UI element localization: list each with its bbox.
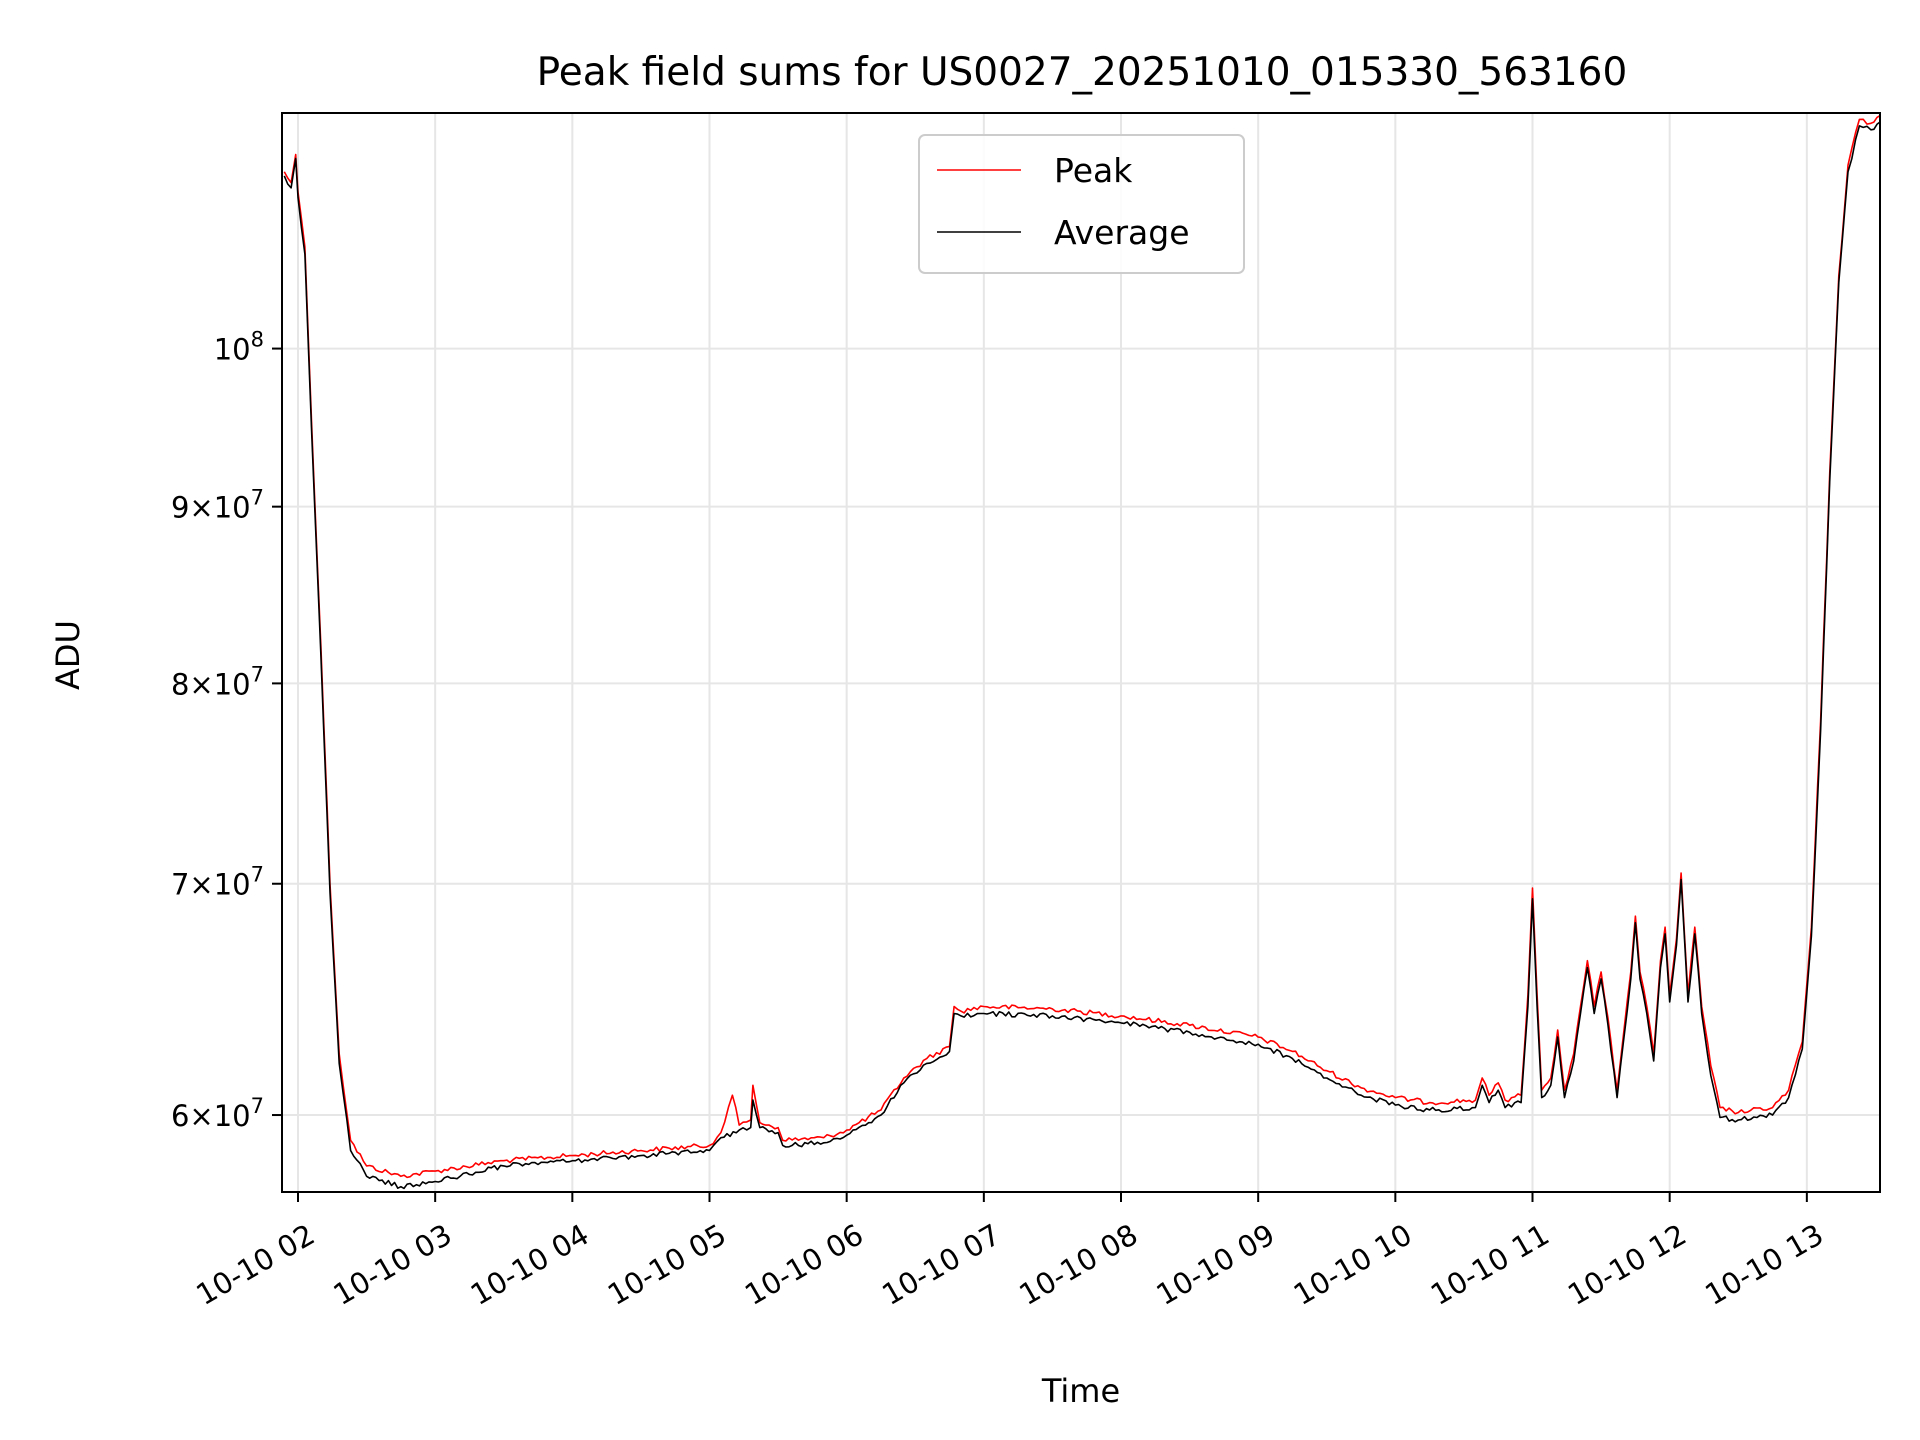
legend-label-average: Average	[1054, 213, 1190, 252]
y-tick-label: 108	[214, 328, 264, 367]
y-tick-label: 7×107	[171, 863, 264, 902]
legend: Peak Average	[918, 134, 1245, 274]
y-axis: 6×107 7×107 8×107 9×107 108	[171, 328, 282, 1133]
x-axis-label: Time	[1041, 1372, 1120, 1410]
y-axis-label: ADU	[49, 620, 87, 690]
series-line-average	[283, 121, 1880, 1190]
y-tick-label: 8×107	[171, 662, 264, 701]
y-tick-label: 6×107	[171, 1094, 264, 1133]
y-tick-label: 9×107	[171, 486, 264, 525]
series-lines	[283, 114, 1880, 1190]
chart-title: Peak field sums for US0027_20251010_0153…	[537, 50, 1628, 95]
grid	[282, 113, 1880, 1192]
legend-label-peak: Peak	[1054, 151, 1133, 190]
plot-frame	[281, 112, 1881, 1193]
